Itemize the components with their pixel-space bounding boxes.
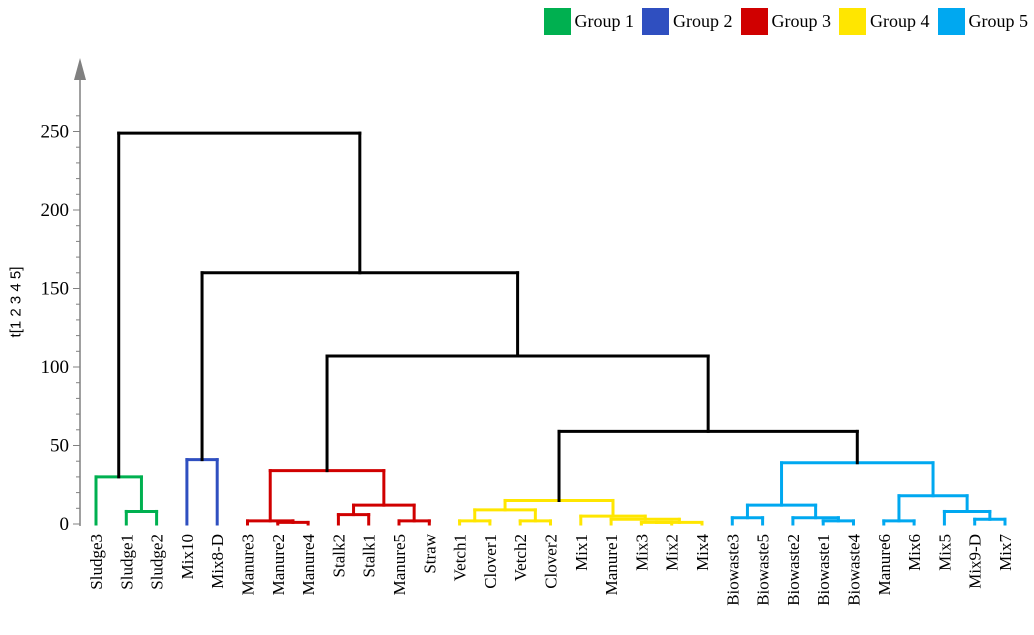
leaf-label: Mix2 [663,534,682,571]
leaf-label: Stalk2 [329,534,348,577]
leaf-label: Vetch1 [451,534,470,581]
legend-swatch [937,8,965,35]
leaf-label: Biowaste5 [754,534,773,606]
leaf-label: Mix5 [935,534,954,571]
leaf-label: Stalk1 [360,534,379,577]
legend-item-group-5: Group 5 [937,8,1029,35]
legend-label: Group 3 [771,11,832,31]
leaf-label: Sludge2 [148,534,167,590]
y-tick-label: 50 [50,436,69,457]
leaf-label: Mix3 [632,534,651,571]
leaf-label: Mix4 [693,534,712,571]
leaf-label: Sludge3 [87,534,106,590]
leaf-label: Vetch2 [511,534,530,581]
legend-item-group-2: Group 2 [642,8,733,35]
leaf-label: Straw [420,533,439,573]
leaf-label: Manure3 [239,534,258,595]
legend-swatch [740,8,768,35]
leaf-label: Manure5 [390,534,409,595]
legend-label: Group 4 [870,11,930,31]
legend-swatch [839,8,866,35]
leaf-label: Manure4 [299,534,318,596]
legend-item-group-3: Group 3 [740,8,832,35]
leaf-label: Mix6 [905,534,924,571]
leaf-label: Manure2 [269,534,288,595]
leaf-label: Sludge1 [117,534,136,590]
leaf-label: Biowaste3 [723,534,742,606]
y-tick-label: 0 [60,514,70,535]
legend-item-group-4: Group 4 [839,8,930,35]
legend-label: Group 1 [574,11,635,31]
y-tick-label: 150 [41,279,70,300]
leaf-label: Mix9-D [966,534,985,589]
legend-item-group-1: Group 1 [543,8,635,35]
legend-label: Group 5 [968,11,1029,31]
legend-swatch [642,8,669,35]
legend-swatch [543,8,571,35]
y-tick-label: 250 [41,122,70,143]
leaf-label: Biowaste2 [784,534,803,606]
leaf-label: Mix10 [178,534,197,579]
leaf-label: Mix7 [996,534,1015,571]
legend: Group 1 Group 2 Group 3 Group 4 Group 5 [543,8,1029,35]
leaf-label: Mix8-D [208,534,227,589]
leaf-label: Biowaste4 [845,534,864,606]
leaf-label: Manure1 [602,534,621,595]
y-tick-label: 100 [41,357,70,378]
leaf-label: Clover1 [481,534,500,589]
leaf-label: Mix1 [572,534,591,571]
leaf-label: Biowaste1 [814,534,833,606]
leaf-label: Manure6 [875,534,894,595]
leaf-label: Clover2 [542,534,561,589]
legend-label: Group 2 [673,11,733,31]
y-axis-arrow-icon [74,58,86,80]
y-tick-label: 200 [41,200,70,221]
